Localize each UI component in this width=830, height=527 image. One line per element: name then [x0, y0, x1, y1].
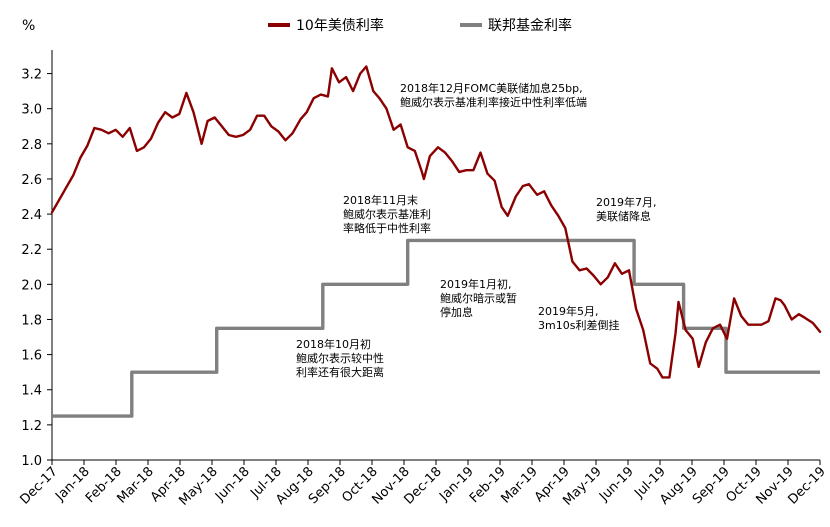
y-unit-label: %: [22, 18, 35, 34]
y-tick-label: 1.4: [21, 384, 42, 399]
legend: 10年美债利率 联邦基金利率: [268, 17, 572, 34]
annotation-line: 2018年10月初: [296, 337, 371, 351]
series-line-treasury: [50, 65, 822, 379]
y-tick-label: 3.2: [21, 68, 42, 83]
annotation-2: 2019年7月,美联储降息: [596, 195, 657, 223]
y-tick-label: 3.0: [21, 103, 42, 118]
annotation-line: 3m10s利差倒挂: [538, 318, 619, 332]
annotation-line: 2019年1月初,: [440, 277, 512, 291]
annotation-4: 2019年5月,3m10s利差倒挂: [538, 304, 619, 332]
x-axis: Dec-17Jan-18Feb-18Mar-18Apr-18May-18Jun-…: [17, 459, 829, 509]
legend-label-fed: 联邦基金利率: [488, 17, 572, 34]
annotation-line: 2018年11月末: [343, 193, 418, 207]
x-tick-label: Jun-18: [212, 464, 253, 505]
y-axis: 1.0 1.2 1.4 1.6 1.8 2.0 2.2 2.4 2.6 2.8 3.0 3.2: [21, 50, 53, 469]
y-tick-label: 2.0: [21, 278, 42, 293]
annotation-line: 鲍威尔表示基准利: [343, 207, 431, 221]
y-tick-label: 2.8: [21, 138, 42, 153]
y-tick-label: 2.4: [21, 208, 42, 223]
y-tick-label: 2.2: [21, 243, 42, 258]
annotation-line: 鲍威尔表示基准利率接近中性利率低端: [400, 95, 587, 109]
annotations: 2018年12月FOMC美联储加息25bp,鲍威尔表示基准利率接近中性利率低端2…: [296, 81, 657, 379]
annotation-line: 利率还有很大距离: [296, 365, 384, 379]
annotation-line: 美联储降息: [596, 209, 651, 223]
annotation-line: 鲍威尔表示较中性: [296, 351, 384, 365]
annotation-line: 停加息: [440, 305, 473, 319]
annotation-line: 2019年5月,: [538, 304, 599, 318]
annotation-line: 2019年7月,: [596, 195, 657, 209]
legend-label-treasury: 10年美债利率: [296, 17, 384, 34]
series-group: [50, 65, 822, 418]
annotation-0: 2018年12月FOMC美联储加息25bp,鲍威尔表示基准利率接近中性利率低端: [400, 81, 587, 109]
y-tick-label: 1.6: [21, 349, 42, 364]
y-tick-label: 1.8: [21, 313, 42, 328]
annotation-line: 2018年12月FOMC美联储加息25bp,: [400, 81, 583, 95]
series-line-fed: [52, 238, 820, 418]
y-tick-label: 2.6: [21, 173, 42, 188]
x-tick-label: Dec-17: [17, 464, 60, 507]
x-tick-label: Mar-19: [498, 464, 540, 506]
x-tick-label: Jun-19: [596, 464, 637, 505]
y-tick-label: 1.2: [21, 419, 42, 434]
y-tick-label: 1.0: [21, 454, 42, 469]
x-tick-label: Mar-18: [114, 464, 156, 506]
annotation-line: 率略低于中性利率: [343, 221, 431, 235]
annotation-line: 鲍威尔暗示或暂: [440, 291, 517, 305]
